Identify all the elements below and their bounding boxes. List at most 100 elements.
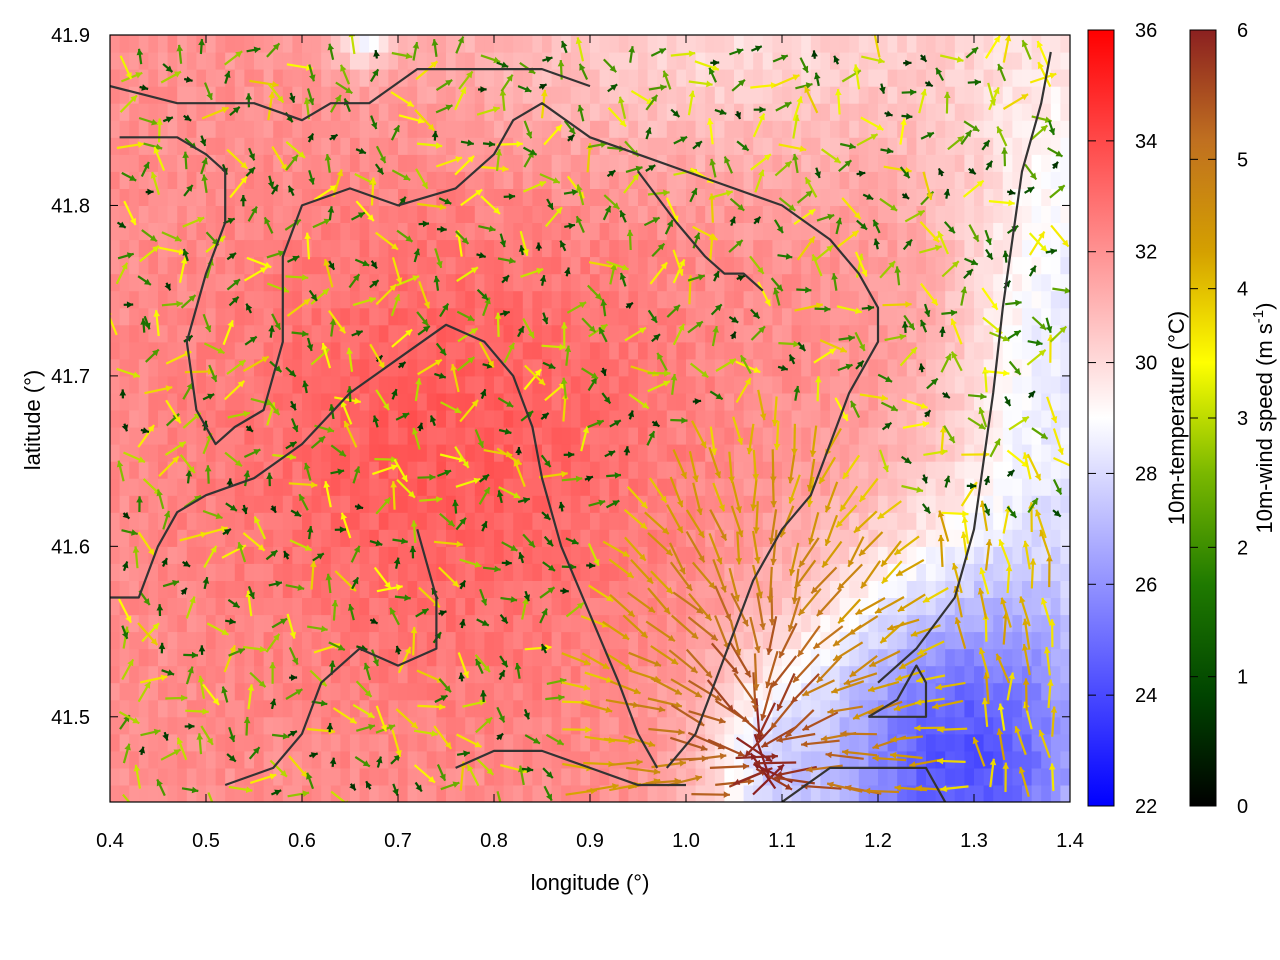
heatmap-cell [417, 103, 428, 121]
heatmap-cell [743, 341, 754, 360]
heatmap-cell [446, 120, 457, 138]
heatmap-cell [993, 222, 1004, 241]
heatmap-cell [705, 273, 716, 292]
heatmap-cell [263, 478, 274, 496]
heatmap-cell [714, 444, 725, 462]
wind-arrow [224, 70, 231, 84]
heatmap-cell [1031, 392, 1042, 411]
heatmap-cell [647, 341, 658, 360]
heatmap-cell [110, 103, 121, 121]
heatmap-cell [782, 86, 793, 104]
heatmap-cell [570, 682, 581, 701]
heatmap-cell [302, 273, 313, 292]
heatmap-cell [129, 648, 140, 667]
heatmap-cell [330, 222, 341, 241]
heatmap-cell [446, 171, 457, 189]
wind-arrow [291, 330, 309, 337]
heatmap-cell [897, 137, 908, 155]
heatmap-cell [638, 120, 649, 138]
heatmap-cell [551, 546, 562, 564]
heatmap-cell [801, 478, 812, 496]
heatmap-cell [849, 767, 860, 786]
heatmap-cell [244, 35, 255, 36]
heatmap-cell [945, 35, 956, 36]
heatmap-cell [436, 35, 447, 53]
wind-arrow [121, 171, 137, 182]
heatmap-cell [695, 529, 706, 547]
heatmap-cell [849, 86, 860, 104]
heatmap-cell [945, 785, 956, 802]
heatmap-cell [686, 495, 697, 513]
heatmap-cell [551, 188, 562, 206]
heatmap-cell [129, 785, 140, 802]
heatmap-cell [292, 733, 303, 752]
heatmap-cell [782, 750, 793, 769]
heatmap-cell [1041, 188, 1052, 206]
heatmap-cell [407, 580, 418, 598]
heatmap-cell [398, 154, 409, 172]
heatmap-cell [436, 785, 447, 802]
heatmap-cell [666, 86, 677, 104]
wind-arrow [243, 470, 251, 487]
heatmap-cell [455, 631, 466, 650]
heatmap-cell [983, 597, 994, 616]
heatmap-cell [945, 324, 956, 343]
heatmap-cell [551, 682, 562, 701]
heatmap-cell [647, 512, 658, 530]
heatmap-cell [542, 546, 553, 564]
heatmap-cell [887, 580, 898, 598]
heatmap-cell [666, 461, 677, 479]
heatmap-cell [186, 478, 197, 496]
heatmap-cell [398, 512, 409, 530]
heatmap-cell [474, 222, 485, 241]
heatmap-cell [340, 444, 351, 462]
heatmap-cell [129, 614, 140, 633]
heatmap-cell [388, 324, 399, 343]
heatmap-cell [743, 52, 754, 70]
heatmap-cell [599, 324, 610, 343]
heatmap-cell [446, 665, 457, 684]
heatmap-cell [513, 324, 524, 343]
heatmap-cell [810, 256, 821, 275]
heatmap-cell [820, 205, 831, 223]
heatmap-cell [1041, 35, 1052, 53]
heatmap-cell [1050, 52, 1061, 70]
heatmap-cell [926, 120, 937, 138]
heatmap-cell [196, 171, 207, 189]
heatmap-cell [714, 427, 725, 445]
heatmap-cell [186, 86, 197, 104]
heatmap-cell [590, 35, 601, 36]
heatmap-cell [215, 35, 226, 36]
heatmap-cell [762, 120, 773, 138]
heatmap-cell [695, 239, 706, 258]
heatmap-cell [906, 35, 917, 36]
heatmap-cell [964, 137, 975, 155]
heatmap-cell [782, 478, 793, 496]
heatmap-cell [743, 205, 754, 223]
heatmap-cell [724, 392, 735, 411]
heatmap-cell [676, 307, 687, 326]
heatmap-cell [282, 631, 293, 650]
heatmap-cell [954, 324, 965, 343]
heatmap-cell [388, 52, 399, 70]
heatmap-cell [993, 580, 1004, 598]
heatmap-cell [954, 86, 965, 104]
heatmap-cell [849, 35, 860, 36]
heatmap-cell [983, 375, 994, 394]
heatmap-cell [484, 767, 495, 786]
heatmap-cell [1060, 478, 1070, 496]
heatmap-cell [772, 495, 783, 513]
heatmap-cell [676, 733, 687, 752]
heatmap-cell [647, 785, 658, 802]
heatmap-cell [369, 478, 380, 496]
heatmap-cell [743, 410, 754, 428]
heatmap-cell [772, 239, 783, 258]
wind-arrow [161, 231, 182, 242]
heatmap-cell [215, 256, 226, 275]
heatmap-cell [1012, 358, 1023, 377]
heatmap-cell [753, 341, 764, 360]
heatmap-cell [647, 256, 658, 275]
heatmap-cell [292, 495, 303, 513]
heatmap-cell [753, 767, 764, 786]
heatmap-cell [638, 290, 649, 309]
